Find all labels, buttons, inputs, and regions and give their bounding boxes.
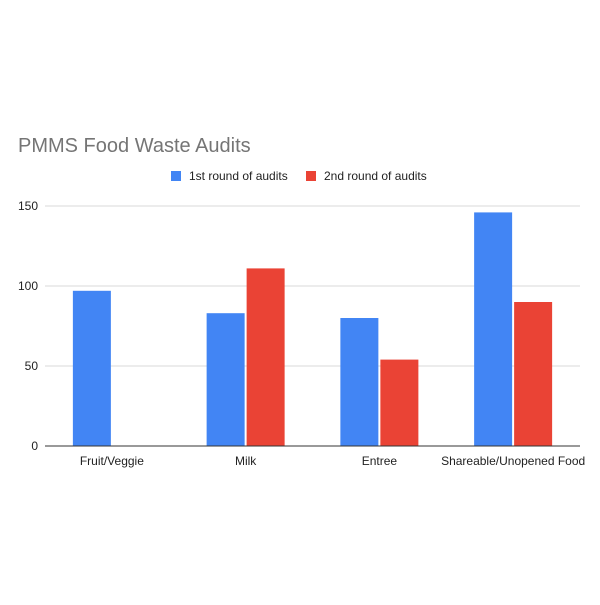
bar-milk-series-2: [246, 268, 285, 446]
y-axis-ticks: 0 50 100 150: [18, 199, 38, 453]
x-tick-label-milk: Milk: [235, 454, 257, 468]
y-tick-label-100: 100: [18, 279, 38, 293]
chart-title: PMMS Food Waste Audits: [18, 135, 251, 157]
y-tick-label-150: 150: [18, 199, 38, 213]
bar-fruit-veggie-series-1: [72, 290, 111, 446]
legend-swatch-1st-round: [171, 171, 181, 181]
bar-milk-series-1: [206, 313, 245, 446]
legend-swatch-2nd-round: [306, 171, 316, 181]
x-tick-label-entree: Entree: [362, 454, 398, 468]
x-tick-label-shareable-unopened-food: Shareable/Unopened Food: [441, 454, 585, 468]
legend-label-1st-round: 1st round of audits: [189, 169, 288, 183]
bar-shareable-unopened-food-series-1: [474, 212, 513, 446]
legend-label-2nd-round: 2nd round of audits: [324, 169, 427, 183]
bars: [72, 212, 553, 446]
bar-shareable-unopened-food-series-2: [514, 302, 553, 446]
y-tick-label-50: 50: [25, 359, 39, 373]
x-tick-label-fruit-veggie: Fruit/Veggie: [80, 454, 144, 468]
bar-entree-series-2: [380, 359, 419, 446]
y-tick-label-0: 0: [31, 439, 38, 453]
bar-entree-series-1: [340, 318, 379, 446]
legend: 1st round of audits 2nd round of audits: [171, 169, 427, 183]
x-axis-ticks: Fruit/Veggie Milk Entree Shareable/Unopened…: [80, 454, 585, 468]
